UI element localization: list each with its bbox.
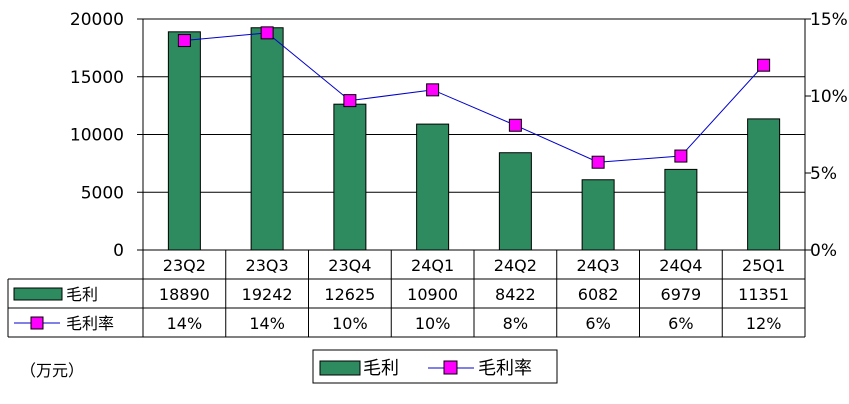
x-tick-label: 23Q4 (328, 256, 371, 275)
bar-24Q1 (416, 123, 450, 251)
marker-24Q3 (591, 155, 605, 169)
y-right-tick: 15% (810, 10, 848, 30)
table-cell: 18890 (159, 285, 210, 304)
y-right-tick: 0% (810, 241, 837, 261)
table-cell: 12625 (324, 285, 375, 304)
bar-24Q2 (498, 152, 532, 251)
legend-label: 毛利 (363, 358, 399, 379)
x-tick-label: 24Q3 (577, 256, 620, 275)
table-key-margin-marker (30, 316, 44, 330)
marker-24Q1 (426, 83, 440, 97)
y-left-tick: 20000 (70, 10, 124, 30)
table-cell: 6% (668, 314, 693, 333)
x-tick-label: 24Q2 (494, 256, 537, 275)
marker-23Q3 (260, 26, 274, 40)
table-cell: 6979 (661, 285, 702, 304)
marker-24Q4 (674, 149, 688, 163)
table-cell: 14% (249, 314, 285, 333)
table-row-label: 毛利率 (66, 314, 114, 333)
table-cell: 12% (746, 314, 782, 333)
y-right-tick: 10% (810, 87, 848, 107)
margin-rate-line (184, 32, 764, 163)
table-cell: 14% (167, 314, 203, 333)
y-left-tick: 5000 (81, 183, 124, 203)
table-row-label: 毛利 (66, 285, 98, 304)
table-cell: 8% (503, 314, 528, 333)
table-cell: 8422 (495, 285, 536, 304)
y-left-tick: 15000 (70, 68, 124, 88)
bar-23Q3 (250, 27, 284, 251)
y-left-tick: 10000 (70, 126, 124, 146)
bar-23Q2 (167, 31, 201, 251)
x-tick-label: 24Q4 (659, 256, 702, 275)
table-cell: 11351 (738, 285, 789, 304)
legend-key-margin-marker (443, 360, 458, 375)
bar-24Q4 (664, 168, 698, 251)
marker-25Q1 (757, 58, 771, 72)
x-tick-label: 24Q1 (411, 256, 454, 275)
legend-key-gross-profit (319, 360, 361, 376)
x-tick-label: 23Q2 (163, 256, 206, 275)
marker-23Q2 (177, 34, 191, 48)
y-left-tick: 0 (113, 241, 124, 261)
x-tick-label: 23Q3 (246, 256, 289, 275)
table-cell: 10% (415, 314, 451, 333)
marker-23Q4 (343, 94, 357, 108)
bar-25Q1 (747, 118, 781, 251)
table-cell: 10900 (407, 285, 458, 304)
x-tick-label: 25Q1 (742, 256, 785, 275)
marker-24Q2 (508, 118, 522, 132)
table-cell: 6082 (578, 285, 619, 304)
table-cell: 6% (585, 314, 610, 333)
bar-23Q4 (333, 103, 367, 251)
table-cell: 19242 (242, 285, 293, 304)
legend-label: 毛利率 (478, 358, 532, 379)
bar-24Q3 (581, 179, 615, 251)
table-cell: 10% (332, 314, 368, 333)
unit-label: （万元） (20, 361, 84, 380)
y-right-tick: 5% (810, 164, 837, 184)
table-key-gross-profit (13, 287, 63, 301)
